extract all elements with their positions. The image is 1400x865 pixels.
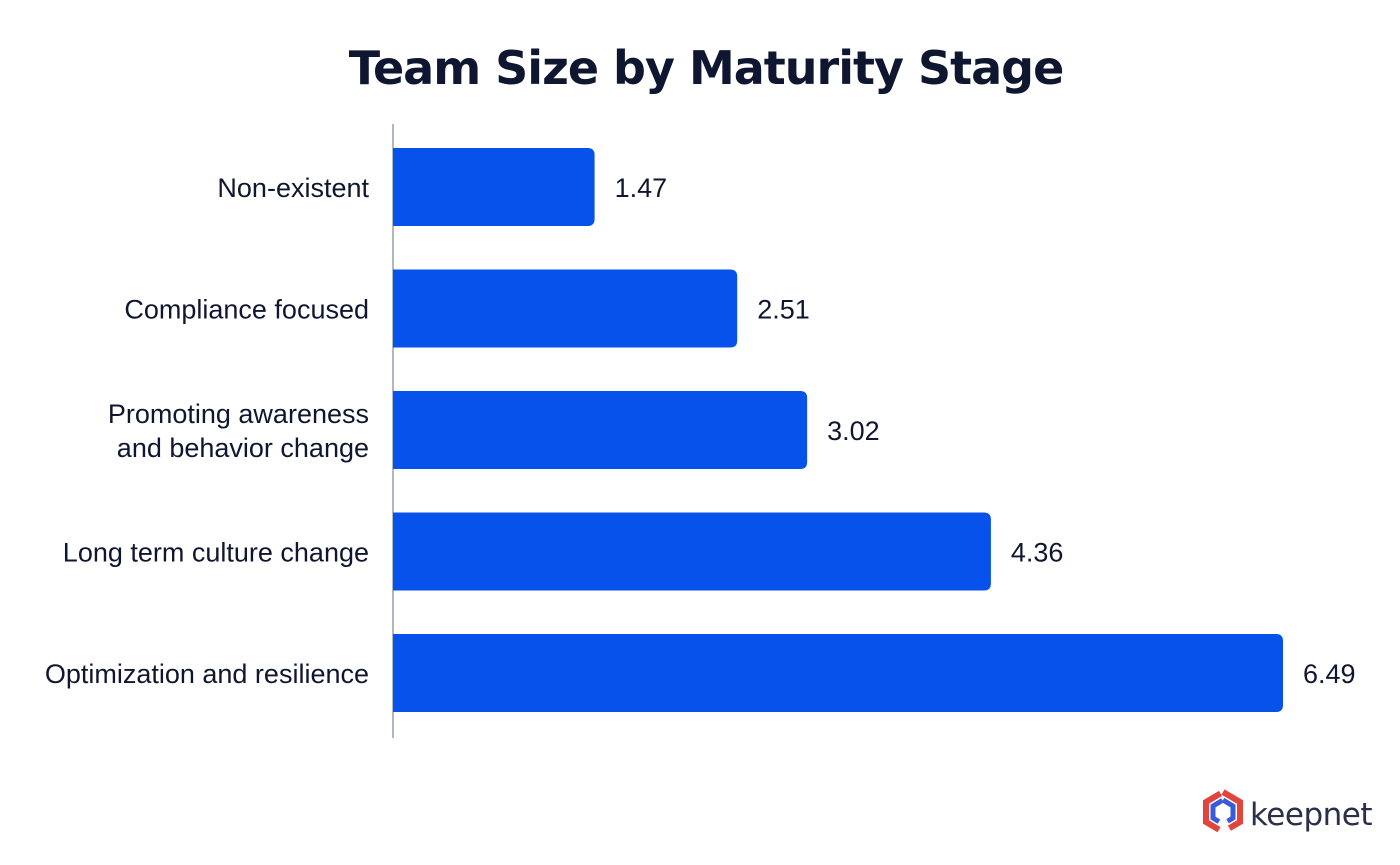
brand-name: keepnet bbox=[1249, 796, 1373, 833]
category-label: Long term culture change bbox=[63, 538, 369, 568]
keepnet-logo-icon bbox=[1200, 788, 1246, 841]
value-label: 3.02 bbox=[827, 416, 880, 446]
value-label: 6.49 bbox=[1303, 659, 1356, 689]
category-label: and behavior change bbox=[117, 433, 369, 463]
bar bbox=[393, 148, 595, 226]
category-label: Compliance focused bbox=[124, 295, 369, 325]
bar bbox=[393, 634, 1283, 712]
category-label: Non-existent bbox=[217, 173, 369, 203]
category-label: Promoting awareness bbox=[108, 399, 369, 429]
value-label: 2.51 bbox=[757, 295, 810, 325]
value-label: 1.47 bbox=[615, 173, 668, 203]
bar bbox=[393, 512, 991, 591]
value-label: 4.36 bbox=[1011, 538, 1064, 568]
brand-logo: keepnet bbox=[1200, 788, 1373, 841]
bar bbox=[393, 269, 738, 348]
bar bbox=[393, 391, 808, 469]
category-label: Optimization and resilience bbox=[45, 659, 369, 689]
bars-group: 1.47 Non-existent 2.51 Compliance focused 3.… bbox=[45, 148, 1356, 712]
chart-title: Team Size by Maturity Stage bbox=[349, 41, 1064, 95]
